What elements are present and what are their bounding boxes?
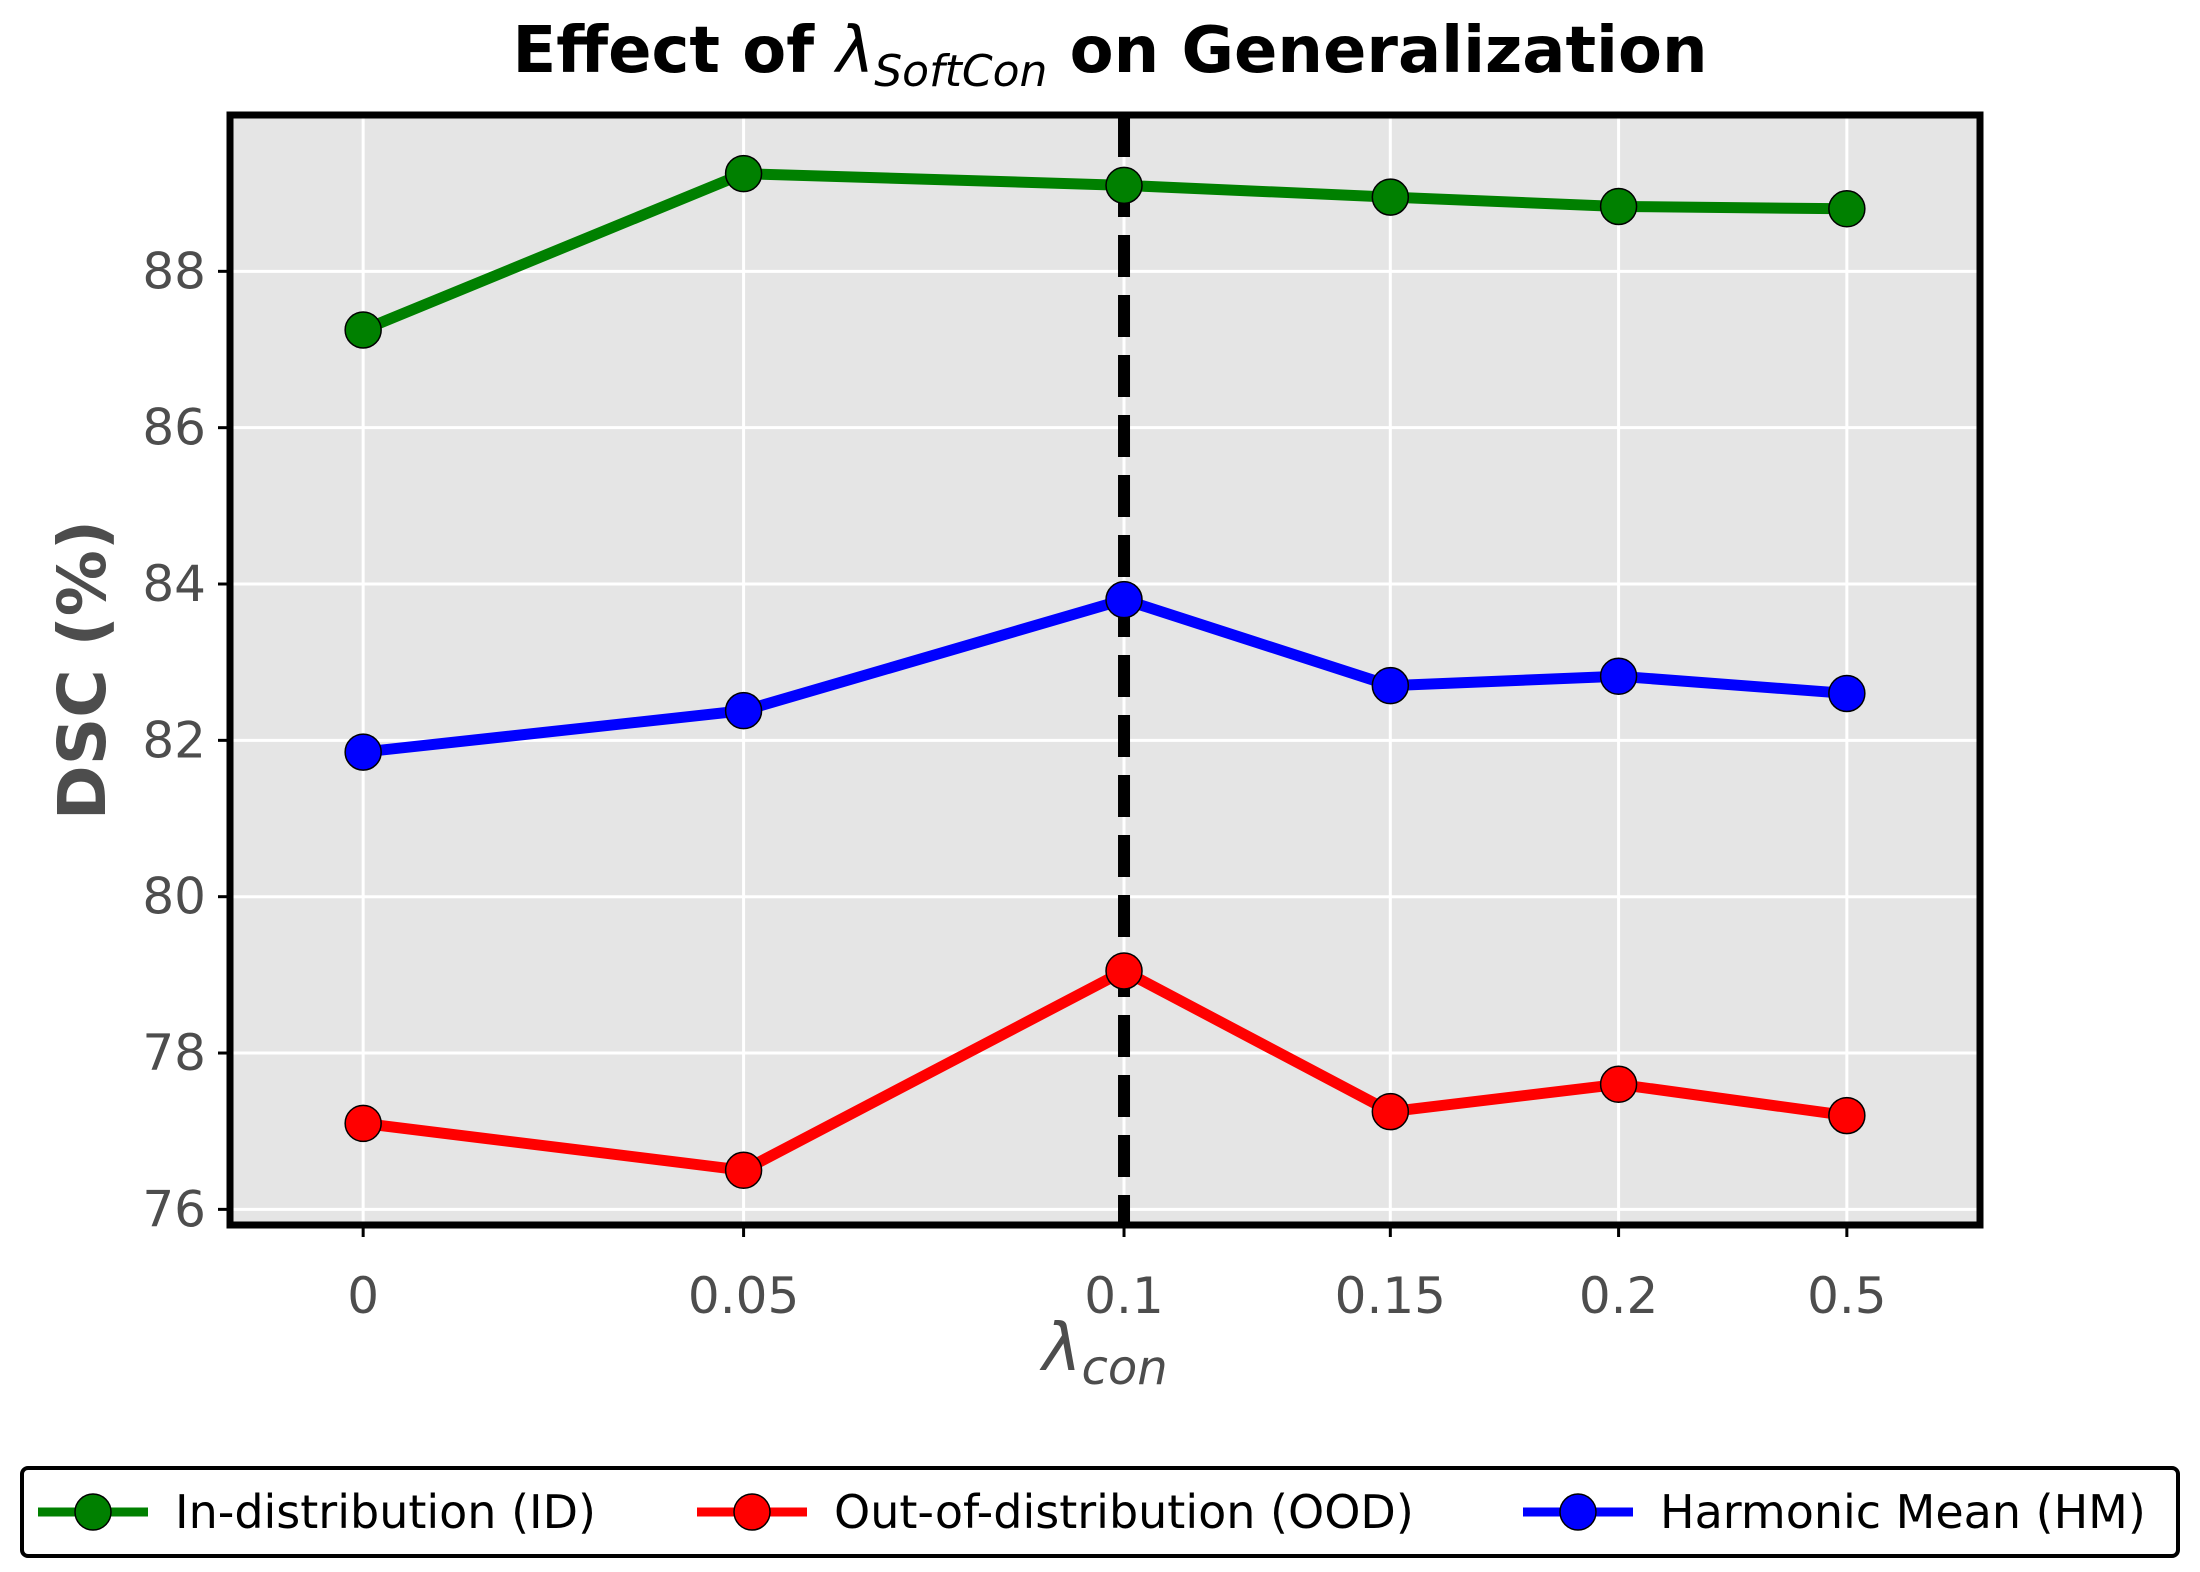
y-axis-label: DSC (%) (44, 520, 121, 820)
x-tick-label: 0.5 (1807, 1267, 1887, 1325)
series-line-1 (357, 965, 1853, 1176)
title-text-after: on Generalization (1047, 14, 1707, 88)
data-point-1 (344, 1104, 382, 1143)
data-point-1 (1599, 1065, 1638, 1104)
legend-label-hm: Harmonic Mean (HM) (1660, 1485, 2146, 1539)
x-axis-label-subscript: con (1081, 1340, 1167, 1396)
data-point-0 (344, 311, 382, 349)
series-line-0 (357, 168, 1853, 336)
x-tick-label: 0.05 (688, 1267, 799, 1325)
legend-swatch-ood-marker (733, 1493, 771, 1531)
data-point-2 (1371, 666, 1410, 705)
chart-title: Effect of λSoftCon on Generalization (513, 14, 1708, 97)
x-axis-label-lambda: λ (1039, 1309, 1081, 1386)
data-point-2 (1105, 580, 1143, 619)
y-tick-label: 78 (142, 1024, 206, 1082)
title-text-before: Effect of (513, 14, 837, 88)
data-point-1 (1828, 1096, 1866, 1135)
legend-box (20, 1466, 2180, 1558)
legend-item-id: In-distribution (ID) (38, 1485, 596, 1539)
legend: In-distribution (ID) Out-of-distribution… (20, 1466, 2180, 1558)
plot-frame (226, 111, 1984, 1229)
data-point-2 (344, 733, 382, 771)
legend-swatch-id-marker (74, 1493, 112, 1531)
data-point-0 (1105, 166, 1143, 205)
x-tick-label: 0.1 (1084, 1267, 1164, 1325)
x-tick-label: 0.15 (1335, 1267, 1446, 1325)
data-point-1 (724, 1151, 763, 1190)
x-tick-label: 0.2 (1579, 1267, 1659, 1325)
legend-label-id: In-distribution (ID) (175, 1485, 596, 1539)
y-tick-label: 80 (142, 868, 206, 926)
y-tick-label: 88 (142, 242, 206, 300)
data-point-0 (1828, 190, 1866, 228)
legend-swatch-hm-marker (1559, 1493, 1597, 1531)
legend-item-ood: Out-of-distribution (OOD) (697, 1485, 1414, 1539)
y-tick-label: 86 (142, 399, 206, 457)
x-axis-label: λcon (1039, 1309, 1167, 1396)
x-tick-label: 0 (347, 1267, 379, 1325)
y-tick-label: 84 (142, 555, 206, 613)
data-point-1 (1105, 952, 1143, 990)
data-point-2 (1828, 674, 1866, 713)
y-tick-label: 76 (142, 1180, 206, 1238)
legend-item-hm: Harmonic Mean (HM) (1523, 1485, 2146, 1539)
data-point-0 (1371, 178, 1410, 216)
plot-area: 76 78 80 82 84 86 88 0 0.05 0.1 0.15 0.2 0.5 (142, 111, 1984, 1325)
title-lambda: λ (833, 14, 874, 88)
data-point-0 (724, 154, 763, 193)
plot-background (230, 115, 1980, 1225)
data-point-2 (1599, 657, 1638, 696)
y-tick-label: 82 (142, 711, 206, 769)
series-line-2 (357, 594, 1853, 758)
data-point-2 (724, 691, 763, 730)
data-point-1 (1371, 1092, 1410, 1131)
legend-label-ood: Out-of-distribution (OOD) (834, 1485, 1414, 1539)
data-point-0 (1599, 187, 1638, 226)
title-subscript: SoftCon (874, 46, 1047, 97)
